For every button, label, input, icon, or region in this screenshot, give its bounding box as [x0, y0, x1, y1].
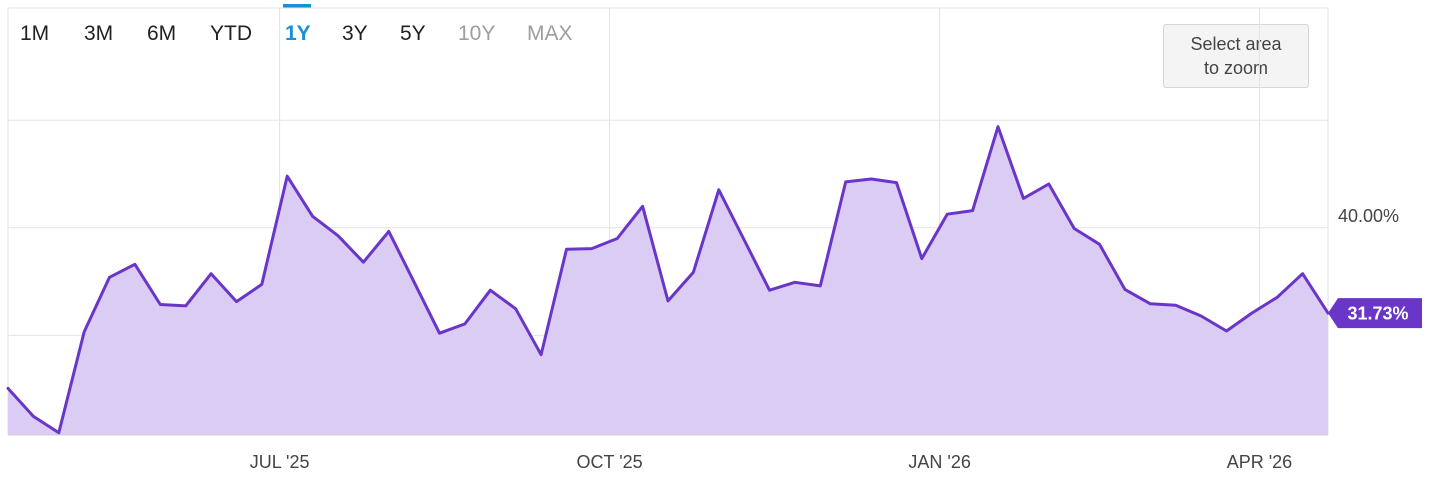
range-button-6m[interactable]: 6M — [147, 22, 177, 45]
range-button-1y[interactable]: 1Y — [285, 22, 311, 45]
series-area-fill — [8, 126, 1328, 435]
x-tick-label: JUL '25 — [250, 452, 310, 472]
range-button-10y: 10Y — [458, 22, 496, 45]
zoom-label-line2: to zoom — [1203, 58, 1269, 78]
series-line[interactable] — [6, 125, 1330, 435]
active-range-indicator — [283, 4, 311, 8]
range-button-max: MAX — [527, 22, 573, 45]
range-button-1m[interactable]: 1M — [20, 22, 50, 45]
zoom-label-line1: Select area — [1190, 34, 1282, 54]
last-value-label: 31.73% — [1347, 304, 1408, 324]
range-button-ytd[interactable]: YTD — [210, 22, 252, 45]
x-tick-label: APR '26 — [1227, 452, 1292, 472]
last-value-badge — [1328, 298, 1422, 329]
x-tick-label: JAN '26 — [908, 452, 970, 472]
select-area-zoom-button[interactable]: Select area to zoom — [1163, 24, 1309, 88]
y-tick-label: 40.00% — [1338, 206, 1399, 226]
range-button-3m[interactable]: 3M — [84, 22, 114, 45]
range-button-3y[interactable]: 3Y — [342, 22, 368, 45]
x-tick-label: OCT '25 — [577, 452, 643, 472]
range-button-5y[interactable]: 5Y — [400, 22, 426, 45]
